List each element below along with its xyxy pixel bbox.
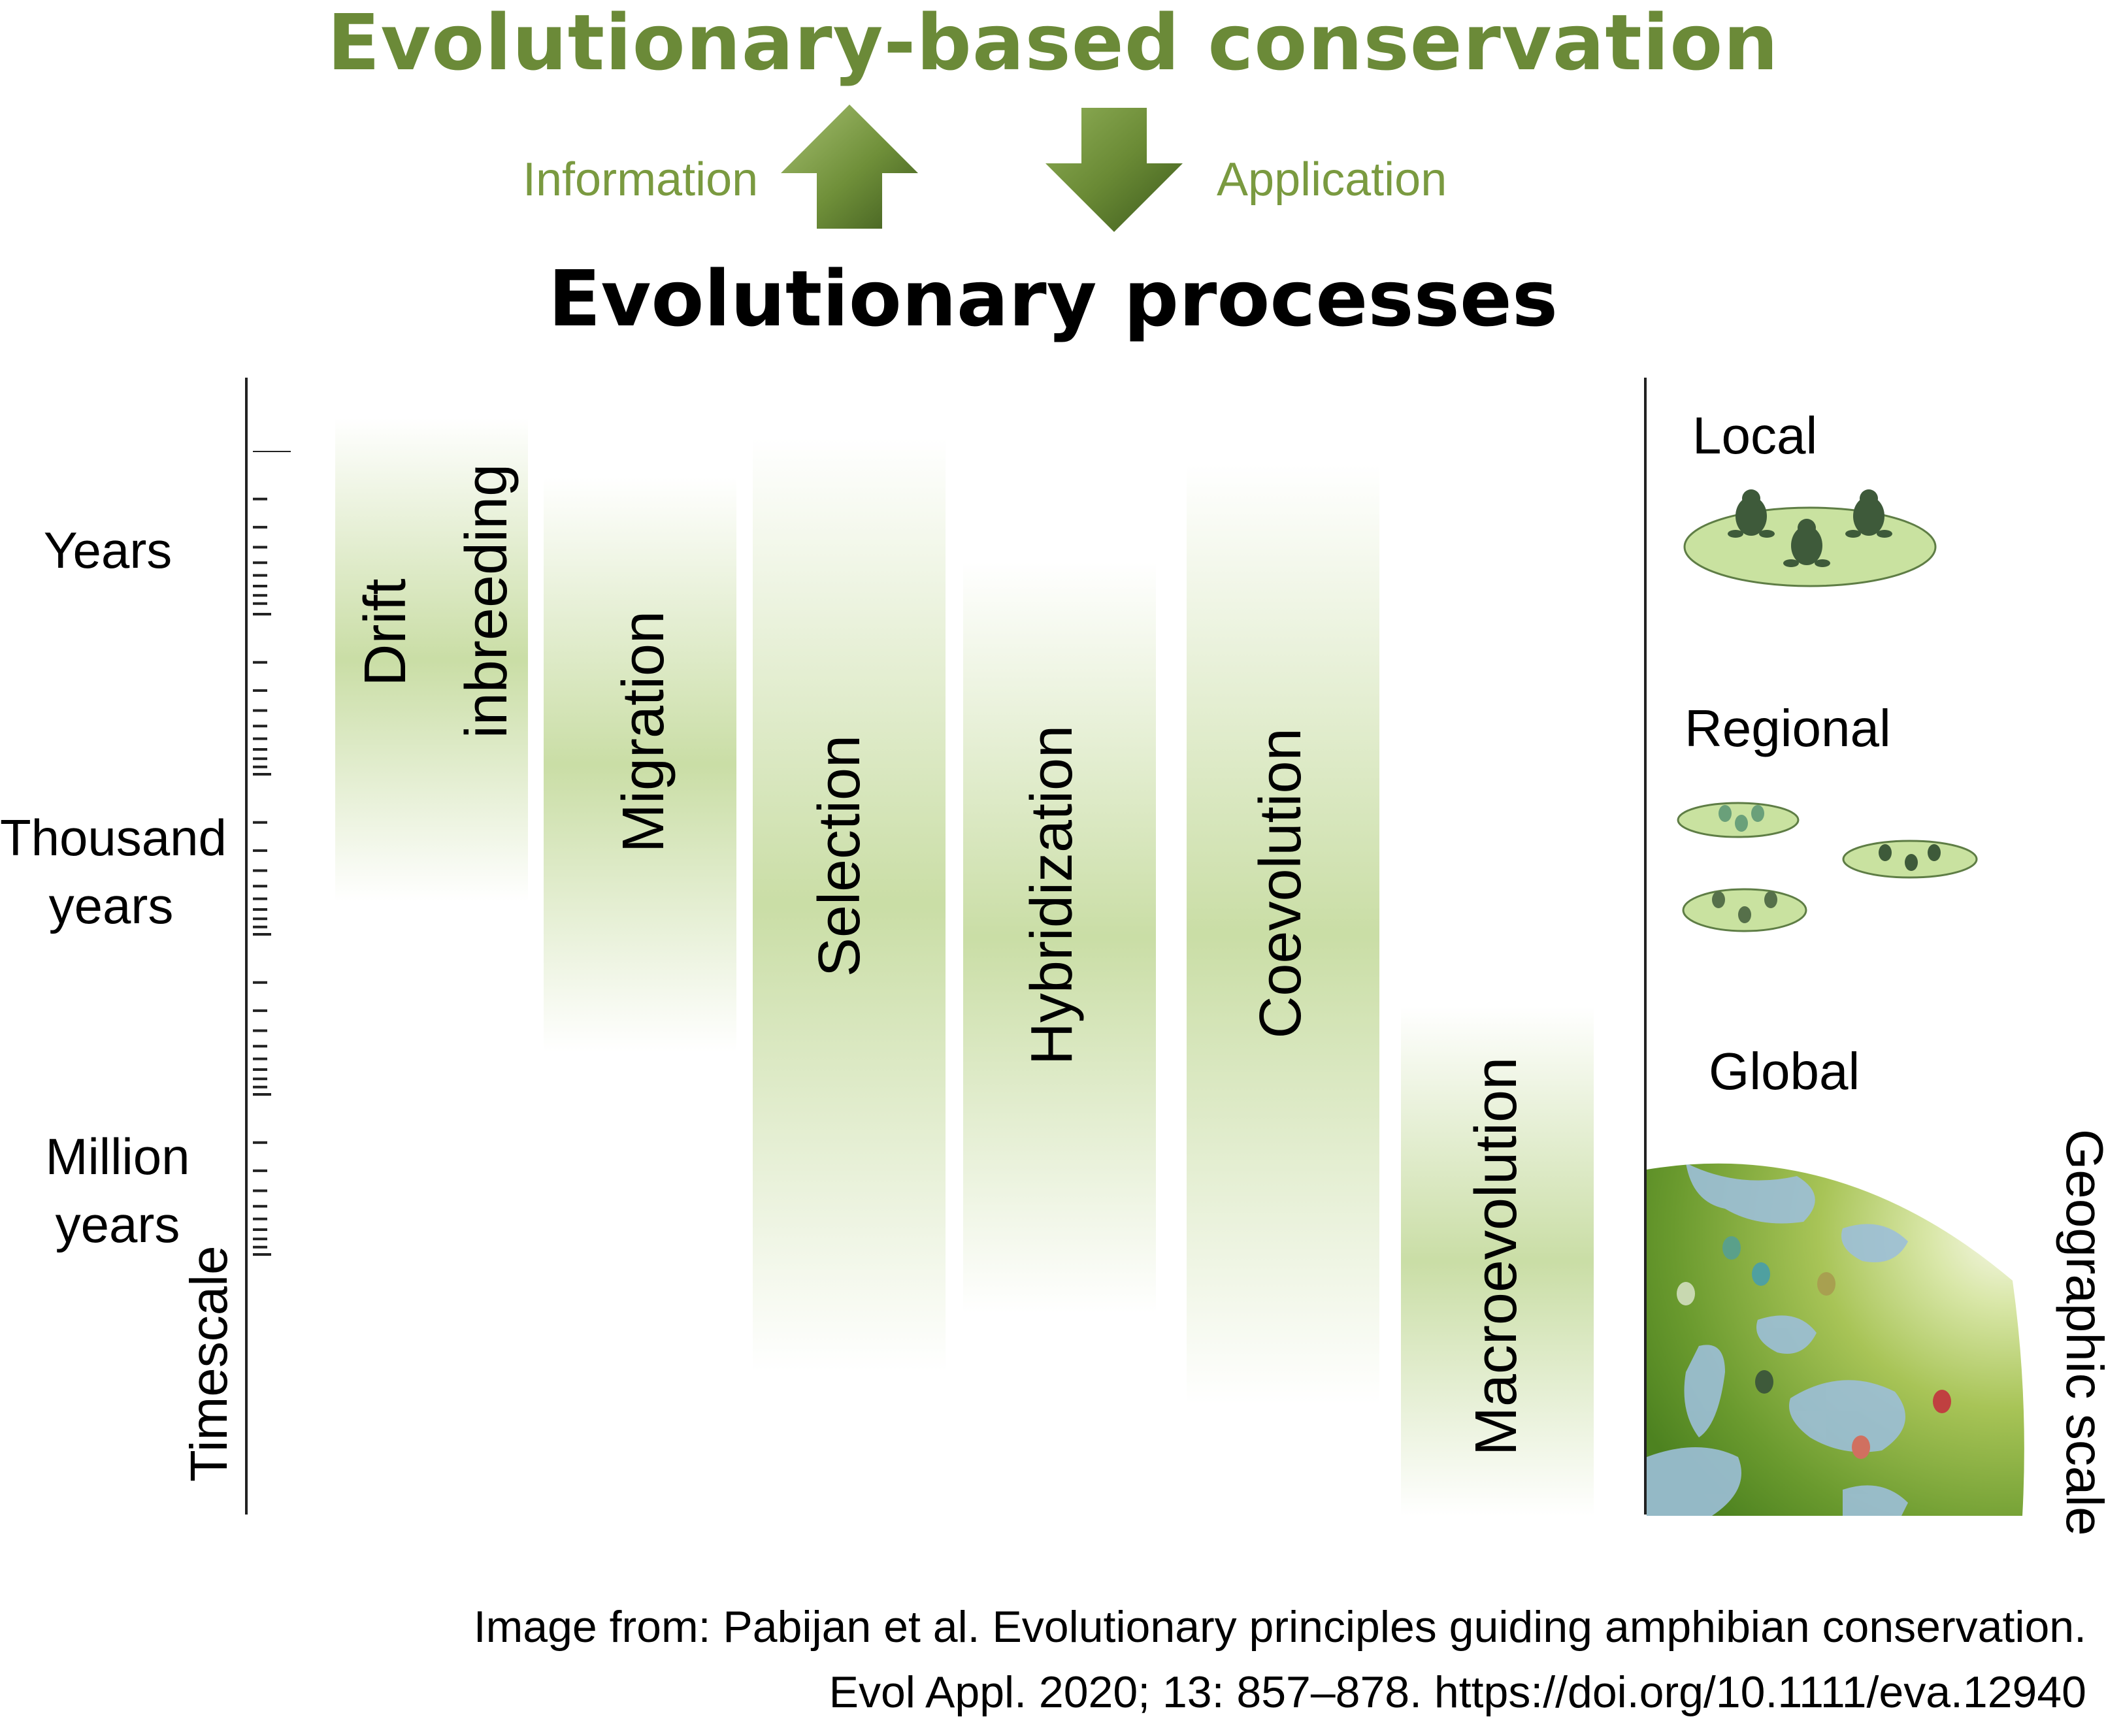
process-label-macroevolution: Macroevolution [1464,1056,1529,1456]
citation-line-1: Image from: Pabijan et al. Evolutionary … [473,1602,2086,1652]
pond-icon-regional [1677,802,1978,932]
time-label-years: Years [43,521,173,579]
band-coevolution [1187,464,1379,1405]
band-macroevolution [1401,1006,1594,1516]
arrow-down-icon [1045,108,1183,232]
process-label-migration: Migration [611,610,676,853]
process-label-inbreeding: inbreeding [454,463,519,739]
band-drift-inbreeding [335,418,528,902]
section-title: Evolutionary processes [548,254,1558,344]
scale-label-global: Global [1709,1042,1860,1100]
scale-label-local: Local [1692,406,1818,465]
page-title: Evolutionary-based conservation [327,0,1779,88]
timescale-axis-label: Timescale [180,1245,238,1482]
arrow-up-icon [781,105,918,229]
band-selection [753,438,946,1372]
process-label-selection: Selection [807,734,872,977]
citation: Image from: Pabijan et al. Evolutionary … [474,1594,2086,1725]
process-label-drift: Drift [353,578,418,687]
geographic-axis-label: Geographic scale [2056,1129,2106,1536]
application-label: Application [1217,154,1447,206]
timescale-ticks [253,451,291,1256]
band-migration [544,477,736,1052]
geographic-axis [1644,378,1647,1515]
process-label-coevolution: Coevolution [1248,728,1313,1039]
scale-label-regional: Regional [1685,699,1891,757]
process-label-hybridization: Hybridization [1019,725,1085,1066]
globe-icon [1647,1163,2024,1516]
frog-icon [1728,489,1775,538]
band-hybridization [963,562,1156,1313]
frog-icon [1845,489,1892,538]
time-label-thousand-years: Thousand years [0,809,227,934]
pond-icon-local [1683,489,1937,587]
frog-icon [1783,519,1830,567]
time-label-million-years: Million years [45,1128,190,1253]
information-label: Information [523,154,759,206]
citation-line-2: Evol Appl. 2020; 13: 857–878. https://do… [829,1667,2086,1717]
timescale-axis [245,378,248,1515]
